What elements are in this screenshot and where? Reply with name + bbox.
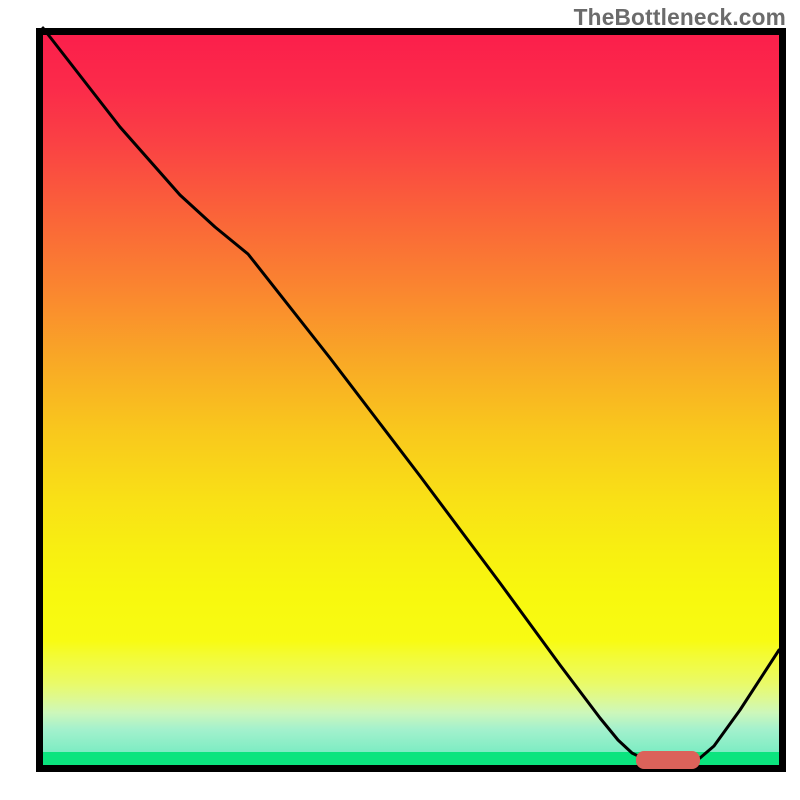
bottom-marker [636,751,700,769]
watermark-text: TheBottleneck.com [574,4,786,31]
chart-container: TheBottleneck.com [0,0,800,800]
plot-frame [36,28,786,772]
